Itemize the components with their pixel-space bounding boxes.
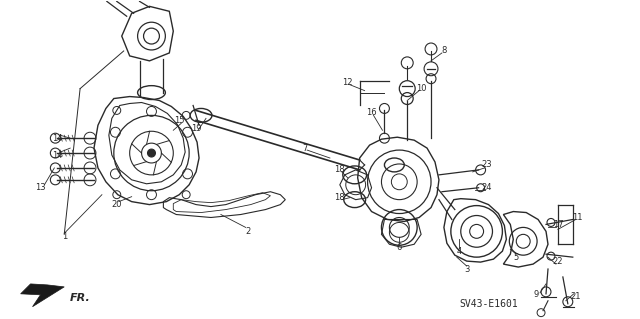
Text: 18: 18	[335, 193, 345, 202]
Text: 20: 20	[111, 200, 122, 209]
Text: 4: 4	[456, 247, 461, 256]
Text: 17: 17	[552, 220, 563, 229]
Text: 24: 24	[481, 183, 492, 192]
Text: 14: 14	[52, 151, 63, 160]
Text: 8: 8	[441, 47, 447, 56]
Text: 18: 18	[335, 166, 345, 174]
Circle shape	[147, 149, 156, 157]
Text: 23: 23	[481, 160, 492, 169]
Text: 12: 12	[342, 78, 353, 87]
Text: 7: 7	[303, 144, 308, 152]
Polygon shape	[20, 284, 64, 307]
Text: 6: 6	[397, 243, 402, 252]
Text: 5: 5	[514, 253, 519, 262]
Text: 9: 9	[534, 290, 539, 299]
Text: 13: 13	[35, 183, 46, 192]
Text: 14: 14	[52, 134, 63, 143]
Text: 16: 16	[366, 108, 377, 117]
Text: 3: 3	[464, 264, 469, 273]
Text: 2: 2	[245, 227, 250, 236]
Text: 21: 21	[570, 292, 581, 301]
Text: 11: 11	[573, 213, 583, 222]
Text: 10: 10	[416, 84, 426, 93]
Text: 1: 1	[61, 232, 67, 241]
Text: 15: 15	[174, 116, 184, 125]
Text: 22: 22	[553, 256, 563, 266]
Text: FR.: FR.	[70, 293, 91, 303]
Text: 19: 19	[191, 124, 202, 133]
Text: SV43-E1601: SV43-E1601	[459, 299, 518, 309]
